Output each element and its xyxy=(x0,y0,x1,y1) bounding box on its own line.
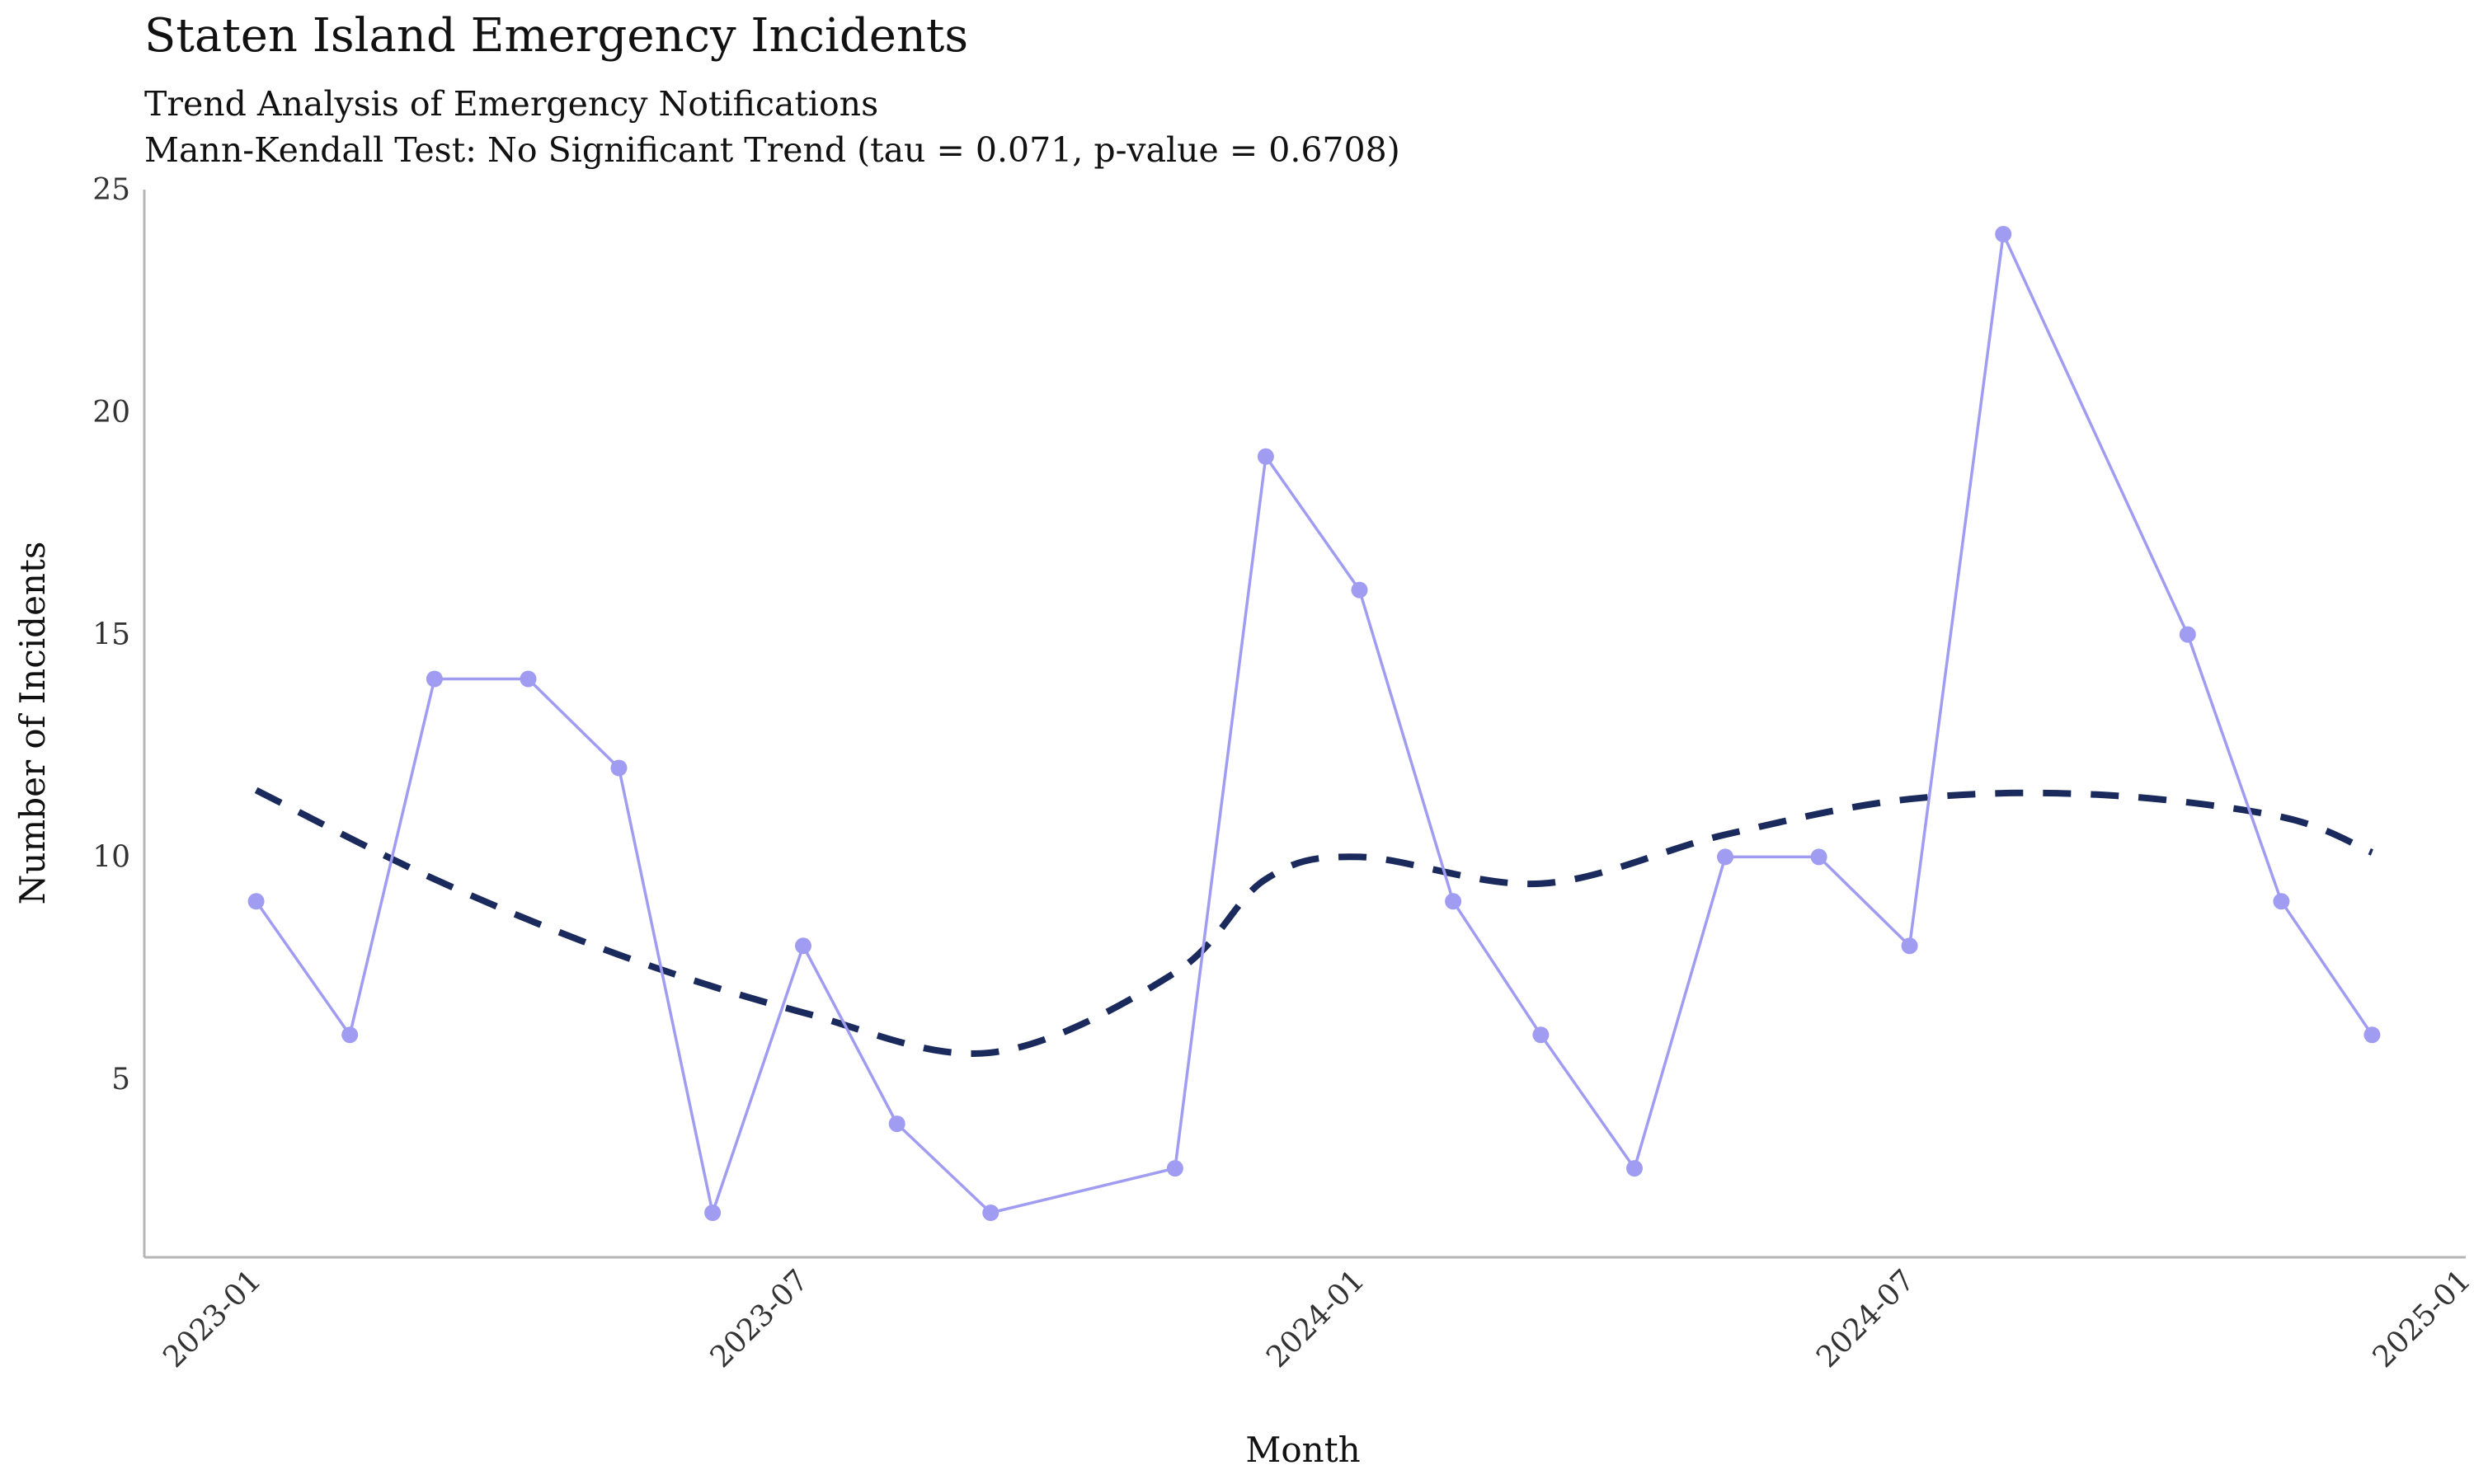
data-point xyxy=(795,937,811,955)
data-point xyxy=(888,1115,905,1133)
y-tick-label: 25 xyxy=(92,173,130,207)
x-tick-label: 2023-01 xyxy=(157,1263,268,1374)
data-point xyxy=(1810,848,1827,866)
incident-series-line xyxy=(255,232,2373,1214)
data-point xyxy=(1445,893,1462,910)
series-incidents xyxy=(247,226,2381,1221)
y-tick-label: 20 xyxy=(92,396,130,430)
data-point xyxy=(426,670,443,688)
data-point xyxy=(1717,848,1733,866)
chart-subtitle: Trend Analysis of Emergency Notification… xyxy=(144,84,878,124)
y-tick-label: 5 xyxy=(111,1063,130,1097)
x-tick-label: 2025-01 xyxy=(2367,1263,2474,1374)
chart-caption: Mann-Kendall Test: No Significant Trend … xyxy=(144,130,1400,170)
data-point xyxy=(1257,448,1274,465)
data-point xyxy=(520,670,537,688)
x-tick-label: 2024-01 xyxy=(1260,1263,1371,1374)
x-tick-label: 2024-07 xyxy=(1810,1263,1921,1374)
data-point xyxy=(1351,581,1368,599)
data-point xyxy=(1995,226,2012,242)
x-tick-label: 2023-07 xyxy=(704,1263,816,1374)
data-point xyxy=(1532,1026,1550,1044)
data-point xyxy=(982,1205,999,1221)
data-point xyxy=(2273,893,2290,910)
chart-title: Staten Island Emergency Incidents xyxy=(144,9,968,63)
y-tick-label: 10 xyxy=(92,840,130,874)
data-point xyxy=(2179,626,2196,643)
data-point xyxy=(341,1026,359,1044)
data-point xyxy=(247,893,265,910)
tick-labels: 5 10 15 20 25 2023-01 2023-07 2024-01 2024-07 202… xyxy=(92,173,2474,1374)
data-point xyxy=(610,759,628,777)
data-point xyxy=(2363,1026,2381,1044)
data-point xyxy=(1166,1160,1183,1177)
data-point xyxy=(1626,1160,1643,1177)
x-axis-label: Month xyxy=(1245,1430,1360,1470)
smooth-trend-line xyxy=(254,787,2373,1057)
y-tick-label: 15 xyxy=(92,618,130,652)
axes xyxy=(143,190,2466,1259)
trend-line xyxy=(254,787,2373,1057)
data-point xyxy=(704,1205,722,1221)
data-point xyxy=(1901,937,1918,955)
y-axis-label: Number of Incidents xyxy=(12,542,53,905)
